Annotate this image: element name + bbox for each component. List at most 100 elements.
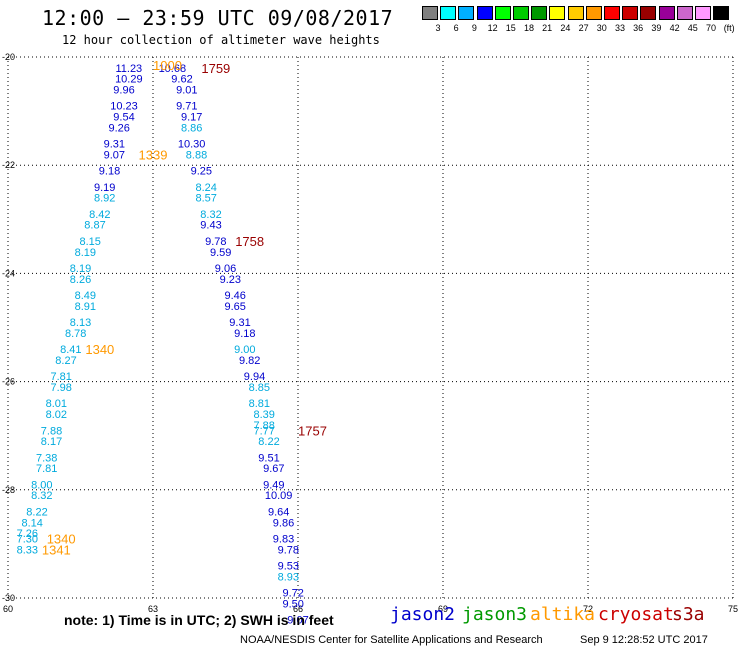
wave-height-point: 9.26 [108, 122, 129, 134]
wave-height-point: 8.19 [75, 247, 96, 259]
wave-height-point: 8.57 [195, 193, 216, 205]
legend-label: 30 [596, 23, 607, 33]
wave-height-point: 8.15 [79, 236, 100, 248]
wave-height-point: 9.96 [113, 84, 134, 96]
wave-height-point: 8.88 [186, 149, 207, 161]
wave-height-point: 9.06 [215, 263, 236, 275]
legend-swatch [658, 6, 675, 20]
legend-label: 39 [651, 23, 662, 33]
satellite-label-s3a: s3a [672, 604, 705, 625]
wave-height-point: 7.88 [253, 420, 274, 432]
wave-height-point: 7.30 [17, 533, 38, 545]
wave-height-point: 9.00 [234, 344, 255, 356]
y-tick-label: -28 [2, 485, 15, 495]
note-text: note: 1) Time is in UTC; 2) SWH is in fe… [64, 612, 334, 628]
satellite-label-jason2: jason2 [390, 604, 456, 625]
pass-time-annotation: 1340 [47, 531, 76, 546]
pass-time-annotation: 1758 [235, 234, 264, 249]
y-tick-label: -24 [2, 268, 15, 278]
y-tick-label: -22 [2, 160, 15, 170]
wave-height-point: 8.41 [60, 344, 81, 356]
wave-height-point: 9.07 [104, 149, 125, 161]
wave-height-point: 8.49 [75, 290, 96, 302]
wave-height-point: 8.86 [181, 122, 202, 134]
wave-height-point: 9.53 [278, 561, 299, 573]
pass-time-annotation: 1757 [298, 423, 327, 438]
legend-label: 27 [578, 23, 589, 33]
x-tick-label: 72 [583, 604, 593, 614]
wave-height-point: 8.00 [31, 479, 52, 491]
pass-time-annotation: 1340 [85, 342, 114, 357]
credit-text: NOAA/NESDIS Center for Satellite Applica… [240, 634, 543, 646]
satellite-label-jason3: jason3 [462, 604, 528, 625]
legend-swatch [585, 6, 602, 20]
wave-height-point: 9.59 [210, 247, 231, 259]
wave-height-point: 9.83 [273, 533, 294, 545]
wave-height-point: 10.29 [115, 74, 143, 86]
wave-height-point: 8.24 [195, 182, 216, 194]
y-tick-label: -30 [2, 593, 15, 603]
wave-height-point: 8.19 [70, 263, 91, 275]
wave-height-point: 9.18 [99, 166, 120, 178]
wave-height-point: 7.38 [36, 452, 57, 464]
x-tick-label: 66 [293, 604, 303, 614]
wave-height-point: 7.81 [36, 463, 57, 475]
wave-height-point: 8.87 [84, 220, 105, 232]
wave-height-point: 9.01 [176, 84, 197, 96]
legend-label: 33 [614, 23, 625, 33]
wave-height-point: 9.18 [234, 328, 255, 340]
wave-height-point: 9.54 [113, 112, 134, 124]
legend-label: 15 [505, 23, 516, 33]
wave-height-point: 7.26 [17, 528, 38, 540]
legend-swatch [676, 6, 693, 20]
wave-height-point: 8.01 [46, 398, 67, 410]
x-tick-label: 63 [148, 604, 158, 614]
legend-swatch [422, 6, 438, 20]
wave-height-point: 9.51 [258, 452, 279, 464]
wave-height-point: 8.78 [65, 328, 86, 340]
legend-label: 12 [487, 23, 498, 33]
pass-time-annotation: 1341 [42, 542, 71, 557]
wave-height-point: 9.50 [282, 598, 303, 610]
y-tick-label: -20 [2, 52, 15, 62]
legend-label: 42 [669, 23, 680, 33]
wave-height-point: 9.64 [268, 506, 289, 518]
wave-height-point: 8.91 [75, 301, 96, 313]
wave-height-point: 9.19 [94, 182, 115, 194]
pass-time-annotation: 1000 [153, 58, 182, 73]
y-tick-label: -26 [2, 377, 15, 387]
wave-height-point: 9.72 [282, 588, 303, 600]
wave-height-point: 8.27 [55, 355, 76, 367]
wave-height-point: 9.78 [205, 236, 226, 248]
legend-label: 24 [560, 23, 571, 33]
wave-height-point: 8.02 [46, 409, 67, 421]
legend-swatch [622, 6, 639, 20]
wave-height-point: 9.43 [200, 220, 221, 232]
wave-height-point: 8.32 [31, 490, 52, 502]
legend-label: 36 [633, 23, 644, 33]
chart-subtitle: 12 hour collection of altimeter wave hei… [62, 33, 380, 47]
wave-height-point: 9.67 [263, 463, 284, 475]
wave-height-point: 9.07 [287, 615, 308, 627]
legend-label: 6 [453, 23, 459, 33]
wave-height-point: 10.30 [178, 139, 206, 151]
wave-height-point: 11.23 [115, 63, 142, 75]
wave-height-point: 7.77 [253, 425, 274, 437]
legend-swatch [695, 6, 711, 20]
legend-swatch [476, 6, 493, 20]
wave-height-point: 9.71 [176, 101, 197, 113]
wave-height-point: 9.31 [104, 139, 125, 151]
legend-swatch [567, 6, 584, 20]
wave-height-point: 8.14 [21, 517, 42, 529]
satellite-label-altika: altika [530, 604, 596, 625]
pass-time-annotation: 1339 [139, 147, 168, 162]
legend-label: 9 [471, 23, 477, 33]
wave-height-point: 10.68 [159, 63, 187, 75]
wave-height-point: 8.85 [249, 382, 270, 394]
wave-height-point: 9.65 [224, 301, 245, 313]
wave-height-point: 7.98 [50, 382, 71, 394]
wave-height-point: 9.23 [220, 274, 241, 286]
legend-swatch [513, 6, 529, 20]
